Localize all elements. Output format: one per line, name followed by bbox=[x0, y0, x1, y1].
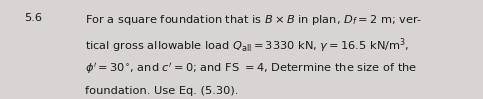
Text: $\phi^{\prime} = 30^{\circ}$, and $c^{\prime} = 0$; and FS $= 4$, Determine the : $\phi^{\prime} = 30^{\circ}$, and $c^{\p… bbox=[85, 61, 417, 76]
Text: tical gross allowable load $Q_{\mathrm{all}} = 3330$ kN, $\gamma = 16.5$ kN/m$^3: tical gross allowable load $Q_{\mathrm{a… bbox=[85, 37, 409, 55]
Text: foundation. Use Eq. (5.30).: foundation. Use Eq. (5.30). bbox=[85, 86, 238, 96]
Text: For a square foundation that is $B \times B$ in plan, $D_f = 2$ m; ver-: For a square foundation that is $B \time… bbox=[85, 13, 422, 27]
Text: 5.6: 5.6 bbox=[24, 13, 42, 23]
